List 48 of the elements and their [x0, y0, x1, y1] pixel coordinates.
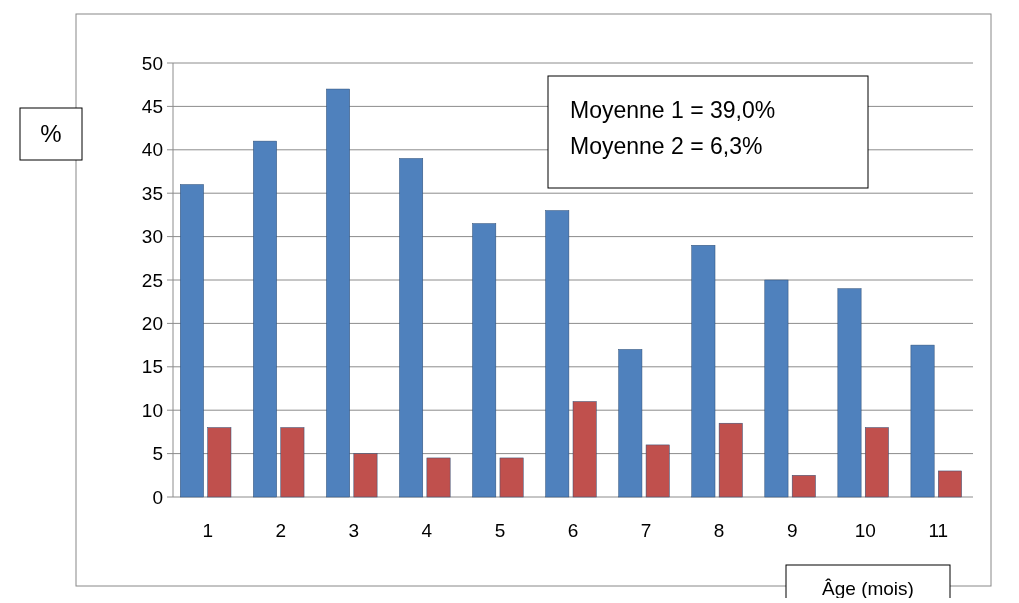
bar	[864, 427, 889, 498]
y-tick-label: 20	[141, 313, 163, 335]
bar	[837, 288, 862, 498]
bar	[353, 453, 378, 498]
bar	[938, 470, 962, 498]
bar	[572, 401, 597, 498]
x-tick-label: 7	[640, 520, 652, 541]
y-tick-label: 5	[152, 443, 163, 465]
y-tick-label: 25	[141, 269, 163, 291]
bar	[910, 344, 935, 498]
bar	[180, 184, 204, 498]
y-tick-label: 15	[141, 356, 163, 378]
y-tick-label: 35	[141, 182, 163, 204]
bar	[253, 140, 277, 498]
bar	[618, 349, 643, 498]
x-tick-label: 3	[348, 520, 360, 541]
x-tick-label: 8	[713, 520, 725, 541]
y-tick-label: 30	[141, 226, 163, 248]
y-tick-label: 40	[141, 139, 163, 161]
bar	[326, 88, 350, 498]
x-axis-title: Âge (mois)	[822, 577, 914, 599]
y-axis-title: %	[40, 120, 62, 148]
bar	[545, 210, 570, 498]
x-tick-label: 5	[494, 520, 506, 541]
y-tick-label: 10	[141, 399, 163, 421]
bar	[426, 457, 451, 498]
bar	[280, 427, 305, 498]
x-tick-label: 4	[421, 520, 433, 541]
x-tick-label: 10	[854, 520, 876, 541]
bar	[691, 245, 716, 498]
y-tick-label: 50	[141, 52, 163, 74]
bar	[791, 475, 816, 498]
bar	[207, 427, 232, 498]
x-tick-label: 11	[928, 520, 949, 541]
bar	[472, 223, 497, 498]
bar	[399, 158, 424, 498]
x-tick-label: 6	[567, 520, 579, 541]
y-tick-label: 45	[141, 96, 163, 118]
y-tick-label: 0	[152, 486, 163, 508]
x-tick-label: 2	[275, 520, 287, 541]
annotation: Moyenne 2 = 6,3%	[570, 133, 763, 160]
bar	[718, 422, 743, 498]
annotation: Moyenne 1 = 39,0%	[570, 97, 776, 124]
x-tick-label: 1	[202, 520, 213, 541]
x-tick-label: 9	[786, 520, 798, 541]
bar	[764, 279, 789, 498]
bar	[499, 457, 524, 498]
bar	[645, 444, 670, 498]
